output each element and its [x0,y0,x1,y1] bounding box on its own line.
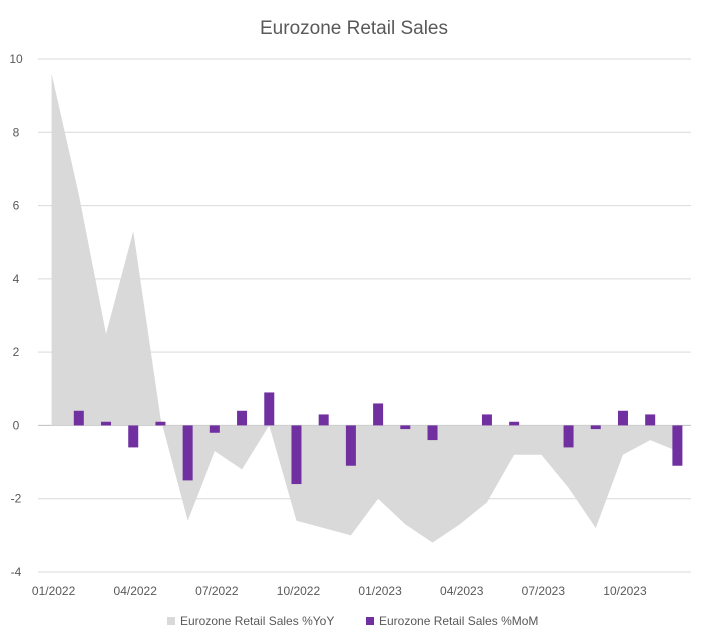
mom-bar [617,410,628,426]
mom-bar [400,425,411,430]
area-series [51,73,678,543]
mom-bar [672,425,683,466]
mom-bar [237,410,248,426]
mom-bar [563,425,574,448]
legend: Eurozone Retail Sales %YoY Eurozone Retai… [167,614,538,628]
x-tick-label: 04/2023 [440,584,484,598]
y-tick-label: 6 [13,199,20,213]
mom-bar [645,414,656,426]
mom-bar [264,392,275,426]
y-tick-label: 4 [13,272,20,286]
legend-label: Eurozone Retail Sales %YoY [180,614,334,628]
bar-series [73,392,683,485]
chart-title: Eurozone Retail Sales [260,18,448,39]
legend-swatch [167,617,175,625]
mom-bar [427,425,438,441]
x-tick-label: 01/2022 [32,584,76,598]
mom-bar [345,425,356,466]
x-tick-label: 07/2023 [522,584,566,598]
y-tick-label: -2 [11,492,22,506]
mom-bar [209,425,220,433]
mom-bar [291,425,302,485]
mom-bar [481,414,492,426]
mom-bar [73,410,84,426]
x-tick-label: 01/2023 [358,584,402,598]
mom-bar [373,403,384,426]
x-tick-label: 10/2022 [277,584,321,598]
legend-label: Eurozone Retail Sales %MoM [379,614,538,628]
y-axis-ticks: -4 -2 0 2 4 6 8 10 [9,52,23,579]
y-tick-label: -4 [11,565,22,579]
x-tick-label: 10/2023 [603,584,647,598]
mom-bar [318,414,329,426]
y-tick-label: 8 [13,125,20,139]
x-axis-ticks: 01/2022 04/2022 07/2022 10/2022 01/2023 04/20… [32,584,647,598]
y-tick-label: 2 [13,345,20,359]
x-tick-label: 07/2022 [195,584,239,598]
mom-bar [128,425,139,448]
mom-bar [155,421,166,426]
mom-bar [101,421,112,426]
y-tick-label: 0 [13,418,20,432]
x-tick-label: 04/2022 [114,584,158,598]
yoy-area [51,73,678,543]
mom-bar [182,425,193,481]
legend-swatch [366,617,374,625]
y-tick-label: 10 [9,52,23,66]
mom-bar [590,425,601,430]
mom-bar [509,421,520,426]
